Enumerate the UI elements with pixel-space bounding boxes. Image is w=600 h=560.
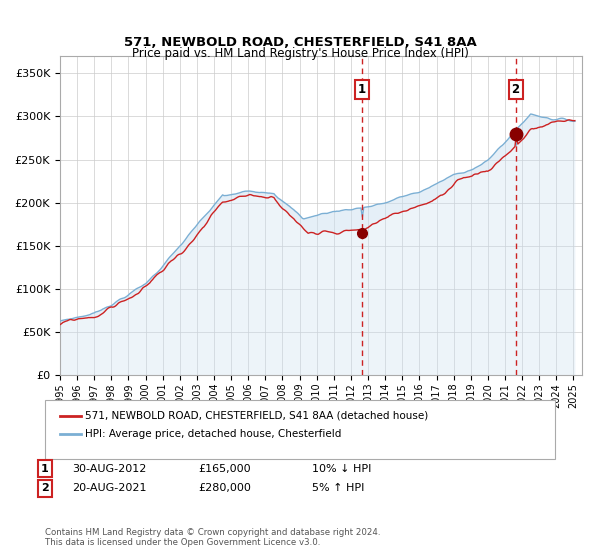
Text: 2: 2 bbox=[512, 83, 520, 96]
Text: 30-AUG-2012: 30-AUG-2012 bbox=[72, 464, 146, 474]
Text: Price paid vs. HM Land Registry's House Price Index (HPI): Price paid vs. HM Land Registry's House … bbox=[131, 46, 469, 60]
Text: 571, NEWBOLD ROAD, CHESTERFIELD, S41 8AA (detached house): 571, NEWBOLD ROAD, CHESTERFIELD, S41 8AA… bbox=[85, 410, 428, 421]
Text: 20-AUG-2021: 20-AUG-2021 bbox=[72, 483, 146, 493]
Text: 2: 2 bbox=[41, 483, 49, 493]
Text: Contains HM Land Registry data © Crown copyright and database right 2024.
This d: Contains HM Land Registry data © Crown c… bbox=[45, 528, 380, 547]
Text: HPI: Average price, detached house, Chesterfield: HPI: Average price, detached house, Ches… bbox=[85, 429, 341, 439]
Text: £165,000: £165,000 bbox=[198, 464, 251, 474]
Text: £280,000: £280,000 bbox=[198, 483, 251, 493]
Text: 1: 1 bbox=[41, 464, 49, 474]
Text: 10% ↓ HPI: 10% ↓ HPI bbox=[312, 464, 371, 474]
Text: 571, NEWBOLD ROAD, CHESTERFIELD, S41 8AA: 571, NEWBOLD ROAD, CHESTERFIELD, S41 8AA bbox=[124, 35, 476, 49]
Text: 5% ↑ HPI: 5% ↑ HPI bbox=[312, 483, 364, 493]
Text: 1: 1 bbox=[358, 83, 366, 96]
